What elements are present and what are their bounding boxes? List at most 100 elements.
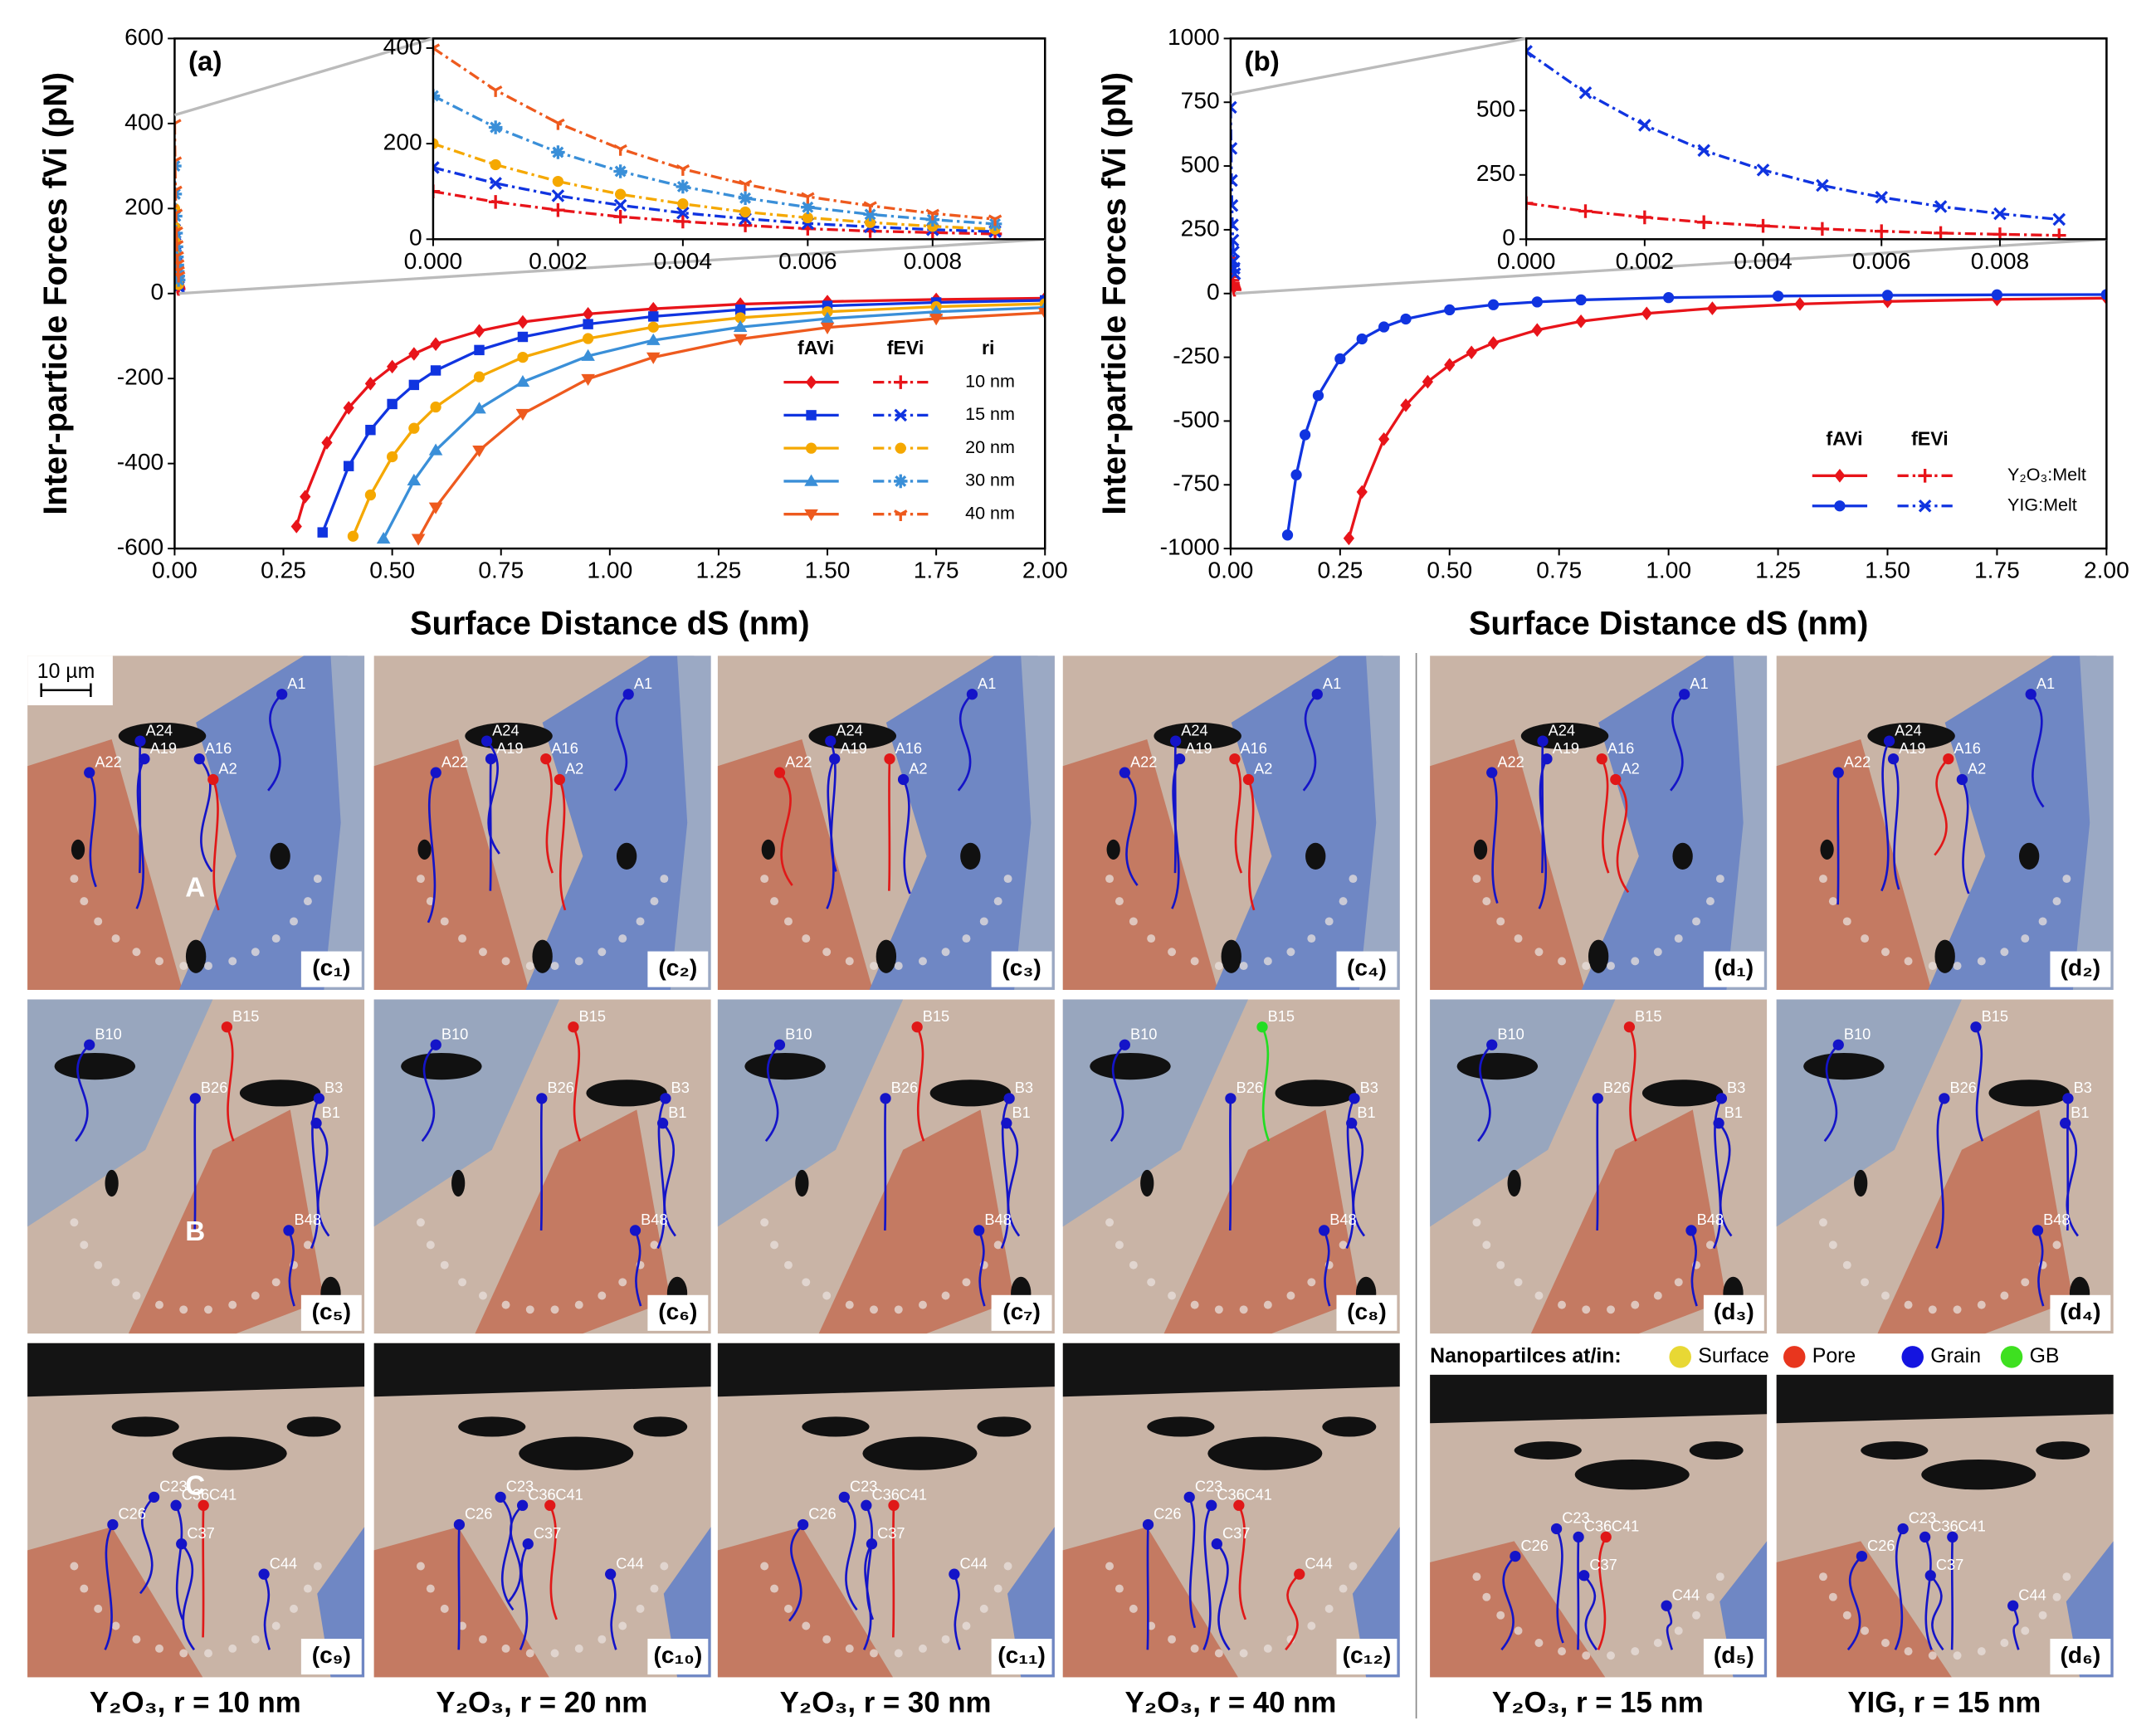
particle: [1294, 1568, 1305, 1580]
particle-label: B10: [441, 1026, 468, 1042]
marker: [1575, 294, 1587, 306]
surface-dot: [1881, 948, 1890, 957]
y-tick-label: 0: [150, 279, 163, 305]
particle: [888, 1499, 900, 1511]
panel-label: (c₃): [1002, 955, 1041, 981]
marker: [676, 164, 690, 176]
trajectory: [1555, 1528, 1564, 1644]
surface-dot: [70, 1218, 79, 1227]
surface-dot: [2038, 1611, 2047, 1620]
x-tick-label: 2.00: [2084, 558, 2129, 583]
surface-dot: [111, 934, 120, 943]
marker: [474, 344, 485, 356]
surface-dot: [1307, 934, 1316, 943]
surface-dot: [1881, 1639, 1890, 1647]
surface-dot: [204, 1305, 212, 1314]
particle-label: B26: [547, 1080, 573, 1096]
pore: [1221, 939, 1241, 973]
surface-dot: [1147, 1278, 1156, 1287]
marker: [804, 474, 818, 486]
particle: [897, 773, 910, 786]
particle: [540, 753, 552, 765]
particle: [1713, 1118, 1724, 1129]
surface-dot: [2052, 1592, 2061, 1601]
surface-dot: [1534, 948, 1544, 957]
particle: [1486, 1039, 1498, 1050]
pore: [286, 1416, 341, 1437]
trajectory: [2064, 1122, 2079, 1237]
surface-dot: [870, 962, 878, 971]
particle-label: A22: [1130, 753, 1157, 770]
particle: [797, 1518, 809, 1531]
particle-label: C44: [1672, 1586, 1700, 1603]
surface-dot: [416, 1218, 425, 1227]
surface-dot: [204, 962, 212, 971]
trajectory: [1924, 1536, 1933, 1650]
trajectory: [135, 758, 146, 909]
particle-label: A19: [840, 740, 866, 757]
particle-label: A2: [1968, 761, 1986, 777]
pore: [795, 1169, 809, 1197]
grain-region: [670, 655, 711, 990]
surface-dot: [1324, 917, 1334, 926]
surface-dot: [1818, 1218, 1827, 1227]
particle-label: B48: [641, 1211, 667, 1228]
surface-dot: [1928, 1651, 1937, 1660]
surface-dot: [598, 1635, 607, 1644]
marker: [1834, 500, 1846, 512]
marker: [648, 311, 659, 322]
surface-dot: [132, 948, 141, 957]
x-tick-label: 0.50: [1427, 558, 1472, 583]
surface-dot: [313, 1562, 322, 1571]
trajectory: [953, 1573, 961, 1650]
surface-dot: [1239, 1649, 1248, 1658]
x-tick-label: 1.25: [696, 558, 742, 583]
particle-label: B48: [984, 1211, 1011, 1228]
trajectory: [1892, 758, 1900, 890]
surface-dot: [525, 1649, 534, 1658]
particle-label: A16: [205, 740, 232, 757]
series-line: [1526, 202, 2060, 237]
pore: [1921, 1459, 2036, 1490]
trajectory: [1670, 693, 1685, 792]
pore: [929, 1080, 1012, 1107]
y-tick-label: 600: [124, 24, 163, 50]
marker: [407, 473, 422, 485]
marker: [738, 191, 753, 206]
particle: [825, 735, 837, 747]
particle: [1679, 689, 1690, 700]
panel-label: (c₁): [312, 955, 350, 981]
marker: [517, 351, 529, 363]
particle-label: C26: [808, 1506, 836, 1523]
panel-label: (c₁₁): [998, 1642, 1046, 1668]
surface-dot: [1307, 1621, 1316, 1630]
trajectory: [212, 778, 220, 911]
region-label: C: [185, 1471, 205, 1502]
y-tick-label: -400: [117, 449, 163, 475]
x-tick-label: 0.006: [1852, 248, 1910, 274]
marker: [893, 474, 908, 489]
marker: [733, 334, 748, 346]
particle: [1541, 753, 1553, 765]
trajectory: [1935, 1098, 1945, 1250]
surface-dot: [478, 1291, 487, 1300]
surface-dot: [845, 957, 854, 966]
x-tick-label: 0.000: [404, 248, 462, 274]
x-axis-label: Surface Distance dS (nm): [1469, 605, 1869, 641]
particle: [84, 1039, 95, 1050]
surface-dot: [1558, 1647, 1566, 1656]
marker: [430, 401, 441, 413]
legend-label: 30 nm: [965, 470, 1015, 490]
micrograph-panel: B10 B15 B26 B3 B1 B48 (c₇): [717, 999, 1055, 1334]
pore: [802, 1416, 870, 1437]
surface-dot: [1147, 1621, 1156, 1630]
surface-dot: [1953, 1651, 1962, 1660]
surface-dot: [228, 1644, 237, 1653]
trajectory: [226, 1026, 235, 1142]
surface-dot: [440, 917, 449, 926]
trajectory: [1929, 1574, 1944, 1651]
trajectory: [609, 1573, 617, 1650]
marker: [676, 179, 690, 194]
micrograph-panel: A1 A16 A24 A19 A22 A2 (c₄): [1062, 655, 1400, 990]
marker: [1356, 333, 1368, 345]
